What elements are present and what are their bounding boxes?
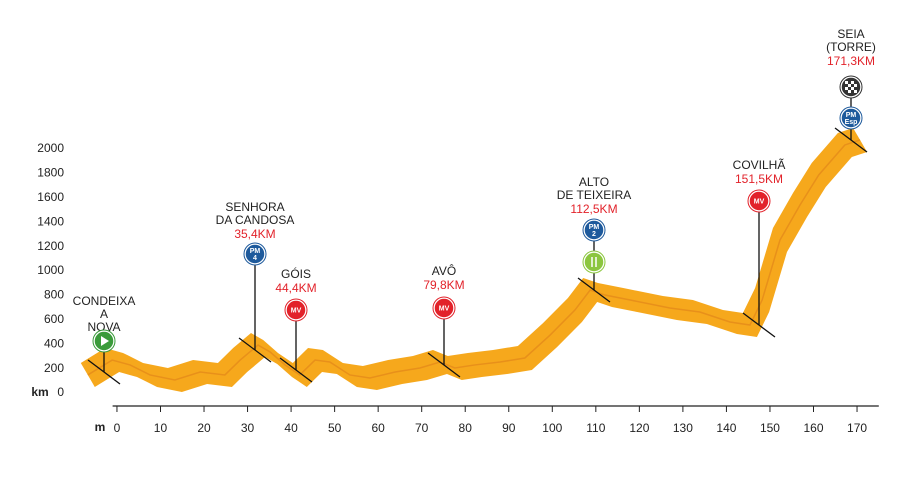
place-label: GÓIS [281,266,311,281]
badge-text: PM [589,224,600,231]
km-label: 35,4KM [234,227,275,241]
x-tick-label: 50 [328,421,342,435]
x-tick-label: 160 [803,421,823,435]
place-label: NOVA [87,320,120,334]
y-tick-label: 1600 [37,190,64,204]
y-tick-label: 1000 [37,263,64,277]
x-tick-label: 120 [629,421,649,435]
badge [244,243,266,265]
place-label: (TORRE) [826,40,876,54]
y-tick-label: 1200 [37,239,64,253]
x-tick-label: 90 [502,421,516,435]
badge-text: MV [439,305,450,312]
y-tick-label: 0 [57,385,64,399]
badge-text: PM [846,112,857,119]
y-axis-label: km [31,385,48,399]
x-tick-label: 170 [847,421,867,435]
badge-ring [747,189,771,213]
km-label: 79,8KM [423,278,464,292]
place-label: DE TEIXEIRA [557,188,631,202]
place-label: SENHORA [225,200,284,214]
profile-tick [834,127,868,153]
x-tick-label: 40 [284,421,298,435]
badge-text: 2 [592,231,596,238]
x-tick-label: 110 [586,421,605,435]
badge-ring [243,242,267,266]
x-tick-label: 20 [197,421,211,435]
badge-text: MV [754,198,765,205]
x-tick-label: 60 [371,421,385,435]
y-tick-label: 800 [44,288,64,302]
km-label: 151,5KM [735,172,783,186]
km-label: 171,3KM [827,54,875,68]
badge-ring [582,250,606,274]
place-label: COVILHÃ [733,158,786,172]
badge [840,107,862,129]
finish-flag-cell [854,90,857,93]
y-tick-label: 1400 [37,214,64,228]
y-tick-label: 600 [44,312,64,326]
x-tick-label: 130 [673,421,693,435]
finish-flag-cell [851,81,854,84]
x-tick-label: 30 [241,421,255,435]
badge-ring [839,106,863,130]
place-label: A [100,307,108,321]
x-axis-label: m [95,420,106,434]
badge [433,297,455,319]
place-label: DA CANDOSA [216,213,295,227]
x-tick-label: 80 [459,421,473,435]
x-tick-label: 0 [114,421,121,435]
profile-tick [577,277,611,303]
badge-text: MV [291,307,302,314]
finish-flag-cell [848,84,851,87]
start-icon [101,336,109,346]
profile-line [87,139,861,381]
badge-text: PM [250,248,261,255]
badge-ring [284,298,308,322]
x-tick-label: 140 [716,421,736,435]
badge-text: 4 [253,255,257,262]
badge [583,219,605,241]
y-tick-label: 400 [44,336,64,350]
badge [748,190,770,212]
finish-flag-cell [848,90,851,93]
km-label: 112,5KM [570,202,617,216]
place-label: SEIA [837,27,864,41]
profile-tick [427,352,461,378]
finish-flag-cell [845,87,848,90]
badge [583,251,605,273]
profile-tick [87,359,121,385]
y-tick-label: 200 [44,361,64,375]
finish-flag-cell [854,84,857,87]
profile-tick [238,337,272,363]
badge-text: Esp [845,119,858,126]
profile-tick [279,357,313,383]
badge-ring [92,329,116,353]
badge-ring [839,75,863,99]
km-label: 44,4KM [275,281,316,295]
profile-tick [742,312,776,338]
place-label: CONDEIXA [73,294,136,308]
x-tick-label: 150 [760,421,780,435]
x-tick-label: 100 [542,421,562,435]
place-label: AVÔ [432,263,456,278]
finish-flag-cell [851,87,854,90]
x-tick-label: 10 [154,421,168,435]
y-tick-label: 2000 [37,141,64,155]
finish-flag-cell [845,81,848,84]
y-tick-label: 1800 [37,166,64,180]
place-label: ALTO [579,175,609,189]
badge [285,299,307,321]
badge-ring [432,296,456,320]
badge-ring [582,218,606,242]
x-tick-label: 70 [415,421,429,435]
